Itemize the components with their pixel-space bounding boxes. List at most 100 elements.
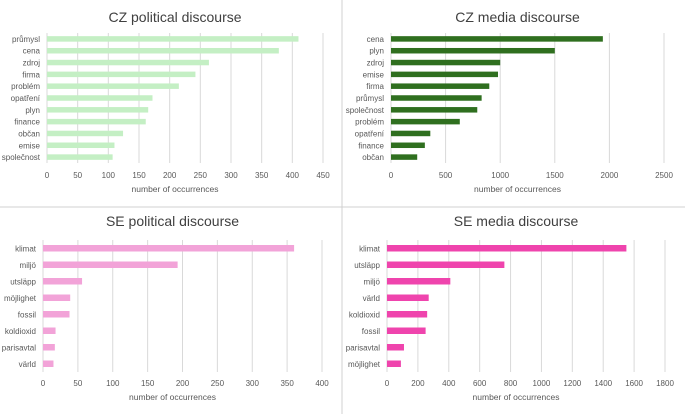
category-label: utsläpp: [354, 261, 380, 270]
x-tick-label: 350: [255, 171, 269, 180]
category-label: emise: [363, 70, 385, 79]
x-tick-label: 500: [439, 171, 453, 180]
bar: [387, 278, 451, 285]
bar: [47, 71, 196, 78]
category-label: opatření: [11, 94, 41, 103]
bar: [387, 261, 505, 268]
x-tick-label: 50: [73, 171, 82, 180]
bar: [391, 130, 431, 137]
chart-panel-0: CZ political discourse 0 50 100 150 200 250 300…: [2, 9, 330, 194]
chart-title: CZ political discourse: [108, 9, 241, 25]
x-tick-label: 200: [163, 171, 177, 180]
category-label: zdroj: [23, 59, 41, 68]
category-label: värld: [19, 360, 36, 369]
category-label: finance: [14, 118, 40, 127]
x-tick-label: 200: [411, 379, 425, 388]
x-tick-label: 400: [442, 379, 456, 388]
bar: [47, 83, 179, 89]
x-tick-label: 800: [504, 379, 518, 388]
x-axis-label: number of occurrences: [473, 392, 560, 402]
x-tick-label: 200: [176, 379, 190, 388]
bar: [391, 142, 425, 149]
category-label: finance: [358, 141, 384, 150]
bar: [391, 107, 478, 113]
category-label: firma: [22, 70, 40, 79]
category-label: cena: [23, 47, 41, 56]
x-tick-label: 400: [286, 171, 300, 180]
category-label: občan: [362, 153, 384, 162]
bar: [47, 154, 113, 160]
bar: [391, 154, 418, 160]
category-label: cena: [367, 35, 385, 44]
x-axis-label: number of occurrences: [129, 392, 216, 402]
category-label: värld: [363, 294, 380, 303]
x-tick-label: 0: [41, 379, 46, 388]
category-label: fossil: [362, 327, 380, 336]
category-label: opatření: [355, 129, 385, 138]
chart-panel-2: SE political discourse 0 50 100 150 200 250 300…: [2, 213, 329, 402]
category-label: parisavtal: [346, 343, 380, 352]
bar: [391, 118, 460, 125]
category-label: plyn: [25, 106, 40, 115]
x-tick-label: 250: [194, 171, 208, 180]
bar: [47, 130, 124, 137]
chart-panel-1: CZ media discourse 0 500 1000 1500 2000 2500 ce…: [346, 9, 674, 194]
chart-title: CZ media discourse: [455, 9, 580, 25]
x-tick-label: 0: [45, 171, 50, 180]
category-label: miljö: [20, 261, 37, 270]
x-tick-label: 1600: [625, 379, 643, 388]
x-tick-label: 150: [132, 171, 146, 180]
x-tick-label: 250: [211, 379, 225, 388]
x-tick-label: 1000: [491, 171, 509, 180]
bar: [43, 360, 54, 367]
bar: [43, 311, 70, 318]
bar: [391, 59, 501, 66]
bar: [387, 245, 627, 252]
category-label: fossil: [18, 310, 36, 319]
category-label: problém: [355, 118, 384, 127]
bar: [43, 245, 295, 252]
bar: [387, 360, 401, 367]
category-label: koldioxid: [349, 310, 380, 319]
bar: [43, 261, 178, 268]
x-tick-label: 100: [106, 379, 120, 388]
x-axis-label: number of occurrences: [132, 184, 219, 194]
chart-title: SE media discourse: [454, 213, 579, 229]
x-tick-label: 450: [316, 171, 330, 180]
bar: [47, 36, 299, 42]
bar: [391, 95, 482, 101]
category-label: möjlighet: [348, 360, 381, 369]
x-tick-label: 300: [224, 171, 238, 180]
bar: [387, 327, 426, 334]
category-label: průmysl: [12, 35, 40, 44]
category-label: emise: [19, 141, 41, 150]
x-tick-label: 1800: [656, 379, 674, 388]
x-tick-label: 2500: [655, 171, 673, 180]
category-label: firma: [366, 82, 384, 91]
bar: [43, 278, 83, 285]
category-label: občan: [18, 129, 40, 138]
x-tick-label: 400: [315, 379, 329, 388]
category-label: společnost: [346, 106, 385, 115]
x-tick-label: 150: [141, 379, 155, 388]
x-tick-label: 1400: [594, 379, 612, 388]
bar: [387, 294, 429, 301]
bar: [391, 47, 555, 54]
x-tick-label: 50: [73, 379, 82, 388]
bar: [47, 95, 153, 101]
x-tick-label: 300: [246, 379, 260, 388]
x-tick-label: 0: [385, 379, 390, 388]
category-label: průmysl: [356, 94, 384, 103]
bar: [47, 118, 146, 125]
x-tick-label: 600: [473, 379, 487, 388]
category-label: problém: [11, 82, 40, 91]
category-label: klimat: [359, 244, 381, 253]
x-axis-label: number of occurrences: [474, 184, 561, 194]
chart-panel-3: SE media discourse 0 200 400 600 800 1000 1200 1…: [346, 213, 675, 402]
x-tick-label: 100: [102, 171, 116, 180]
x-tick-label: 0: [389, 171, 394, 180]
bar: [391, 36, 603, 42]
chart-title: SE political discourse: [106, 213, 239, 229]
